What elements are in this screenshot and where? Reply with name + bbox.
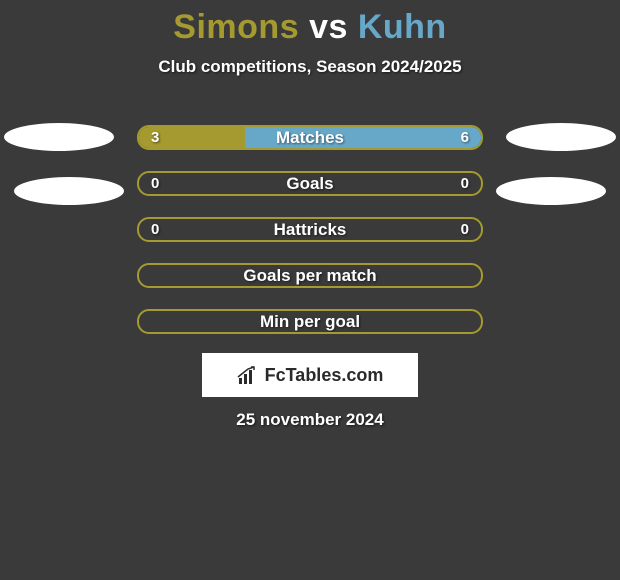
bar-label: Min per goal xyxy=(139,311,481,332)
player2-avatar-top xyxy=(506,123,616,151)
comparison-bars: 36Matches 00Goals 00Hattricks Goals per mat… xyxy=(137,125,483,355)
player1-avatar-top xyxy=(4,123,114,151)
player2-avatar-bottom xyxy=(496,177,606,205)
bar-label: Goals per match xyxy=(139,265,481,286)
logo-text: FcTables.com xyxy=(265,365,384,386)
stat-bar: 36Matches xyxy=(137,125,483,150)
logo-box: FcTables.com xyxy=(202,353,418,397)
date-text: 25 november 2024 xyxy=(0,410,620,430)
stat-bar: 00Hattricks xyxy=(137,217,483,242)
stat-bar: Min per goal xyxy=(137,309,483,334)
stat-bar: 00Goals xyxy=(137,171,483,196)
player1-name: Simons xyxy=(173,8,299,46)
player2-name: Kuhn xyxy=(358,8,447,46)
player1-avatar-bottom xyxy=(14,177,124,205)
comparison-title: Simons vs Kuhn xyxy=(0,0,620,47)
bar-label: Goals xyxy=(139,173,481,194)
bar-label: Matches xyxy=(139,127,481,148)
chart-icon xyxy=(237,366,259,384)
vs-text: vs xyxy=(309,8,348,46)
bar-label: Hattricks xyxy=(139,219,481,240)
stat-bar: Goals per match xyxy=(137,263,483,288)
subtitle: Club competitions, Season 2024/2025 xyxy=(0,57,620,77)
